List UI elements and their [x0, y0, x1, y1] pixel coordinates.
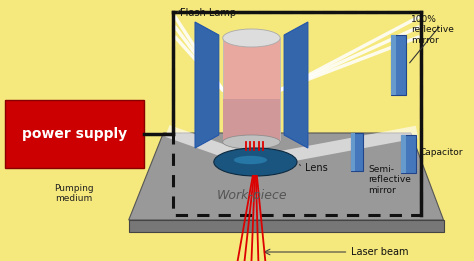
Text: 100%
reflective
mirror: 100% reflective mirror: [411, 15, 454, 45]
Bar: [401, 135, 416, 173]
Text: Work-piece: Work-piece: [217, 188, 288, 201]
Ellipse shape: [234, 156, 267, 164]
Polygon shape: [129, 220, 444, 232]
Bar: [351, 133, 364, 171]
Ellipse shape: [214, 148, 297, 176]
Polygon shape: [284, 22, 308, 148]
Text: Lens: Lens: [305, 163, 328, 173]
Bar: [391, 35, 396, 95]
Bar: [391, 35, 406, 95]
Ellipse shape: [223, 29, 280, 47]
Bar: [5, 100, 144, 168]
FancyBboxPatch shape: [223, 38, 280, 140]
Text: power supply: power supply: [22, 127, 127, 141]
Text: Laser beam: Laser beam: [351, 247, 409, 257]
Bar: [351, 133, 356, 171]
Text: Pumping
medium: Pumping medium: [55, 184, 94, 203]
Text: Semi-
reflective
mirror: Semi- reflective mirror: [368, 165, 411, 195]
Ellipse shape: [223, 135, 280, 149]
Text: Capacitor: Capacitor: [420, 148, 463, 157]
Text: Flash Lamp: Flash Lamp: [180, 8, 236, 18]
Bar: [401, 135, 406, 173]
Polygon shape: [195, 22, 219, 148]
Bar: [223, 98, 280, 140]
Polygon shape: [129, 133, 444, 220]
